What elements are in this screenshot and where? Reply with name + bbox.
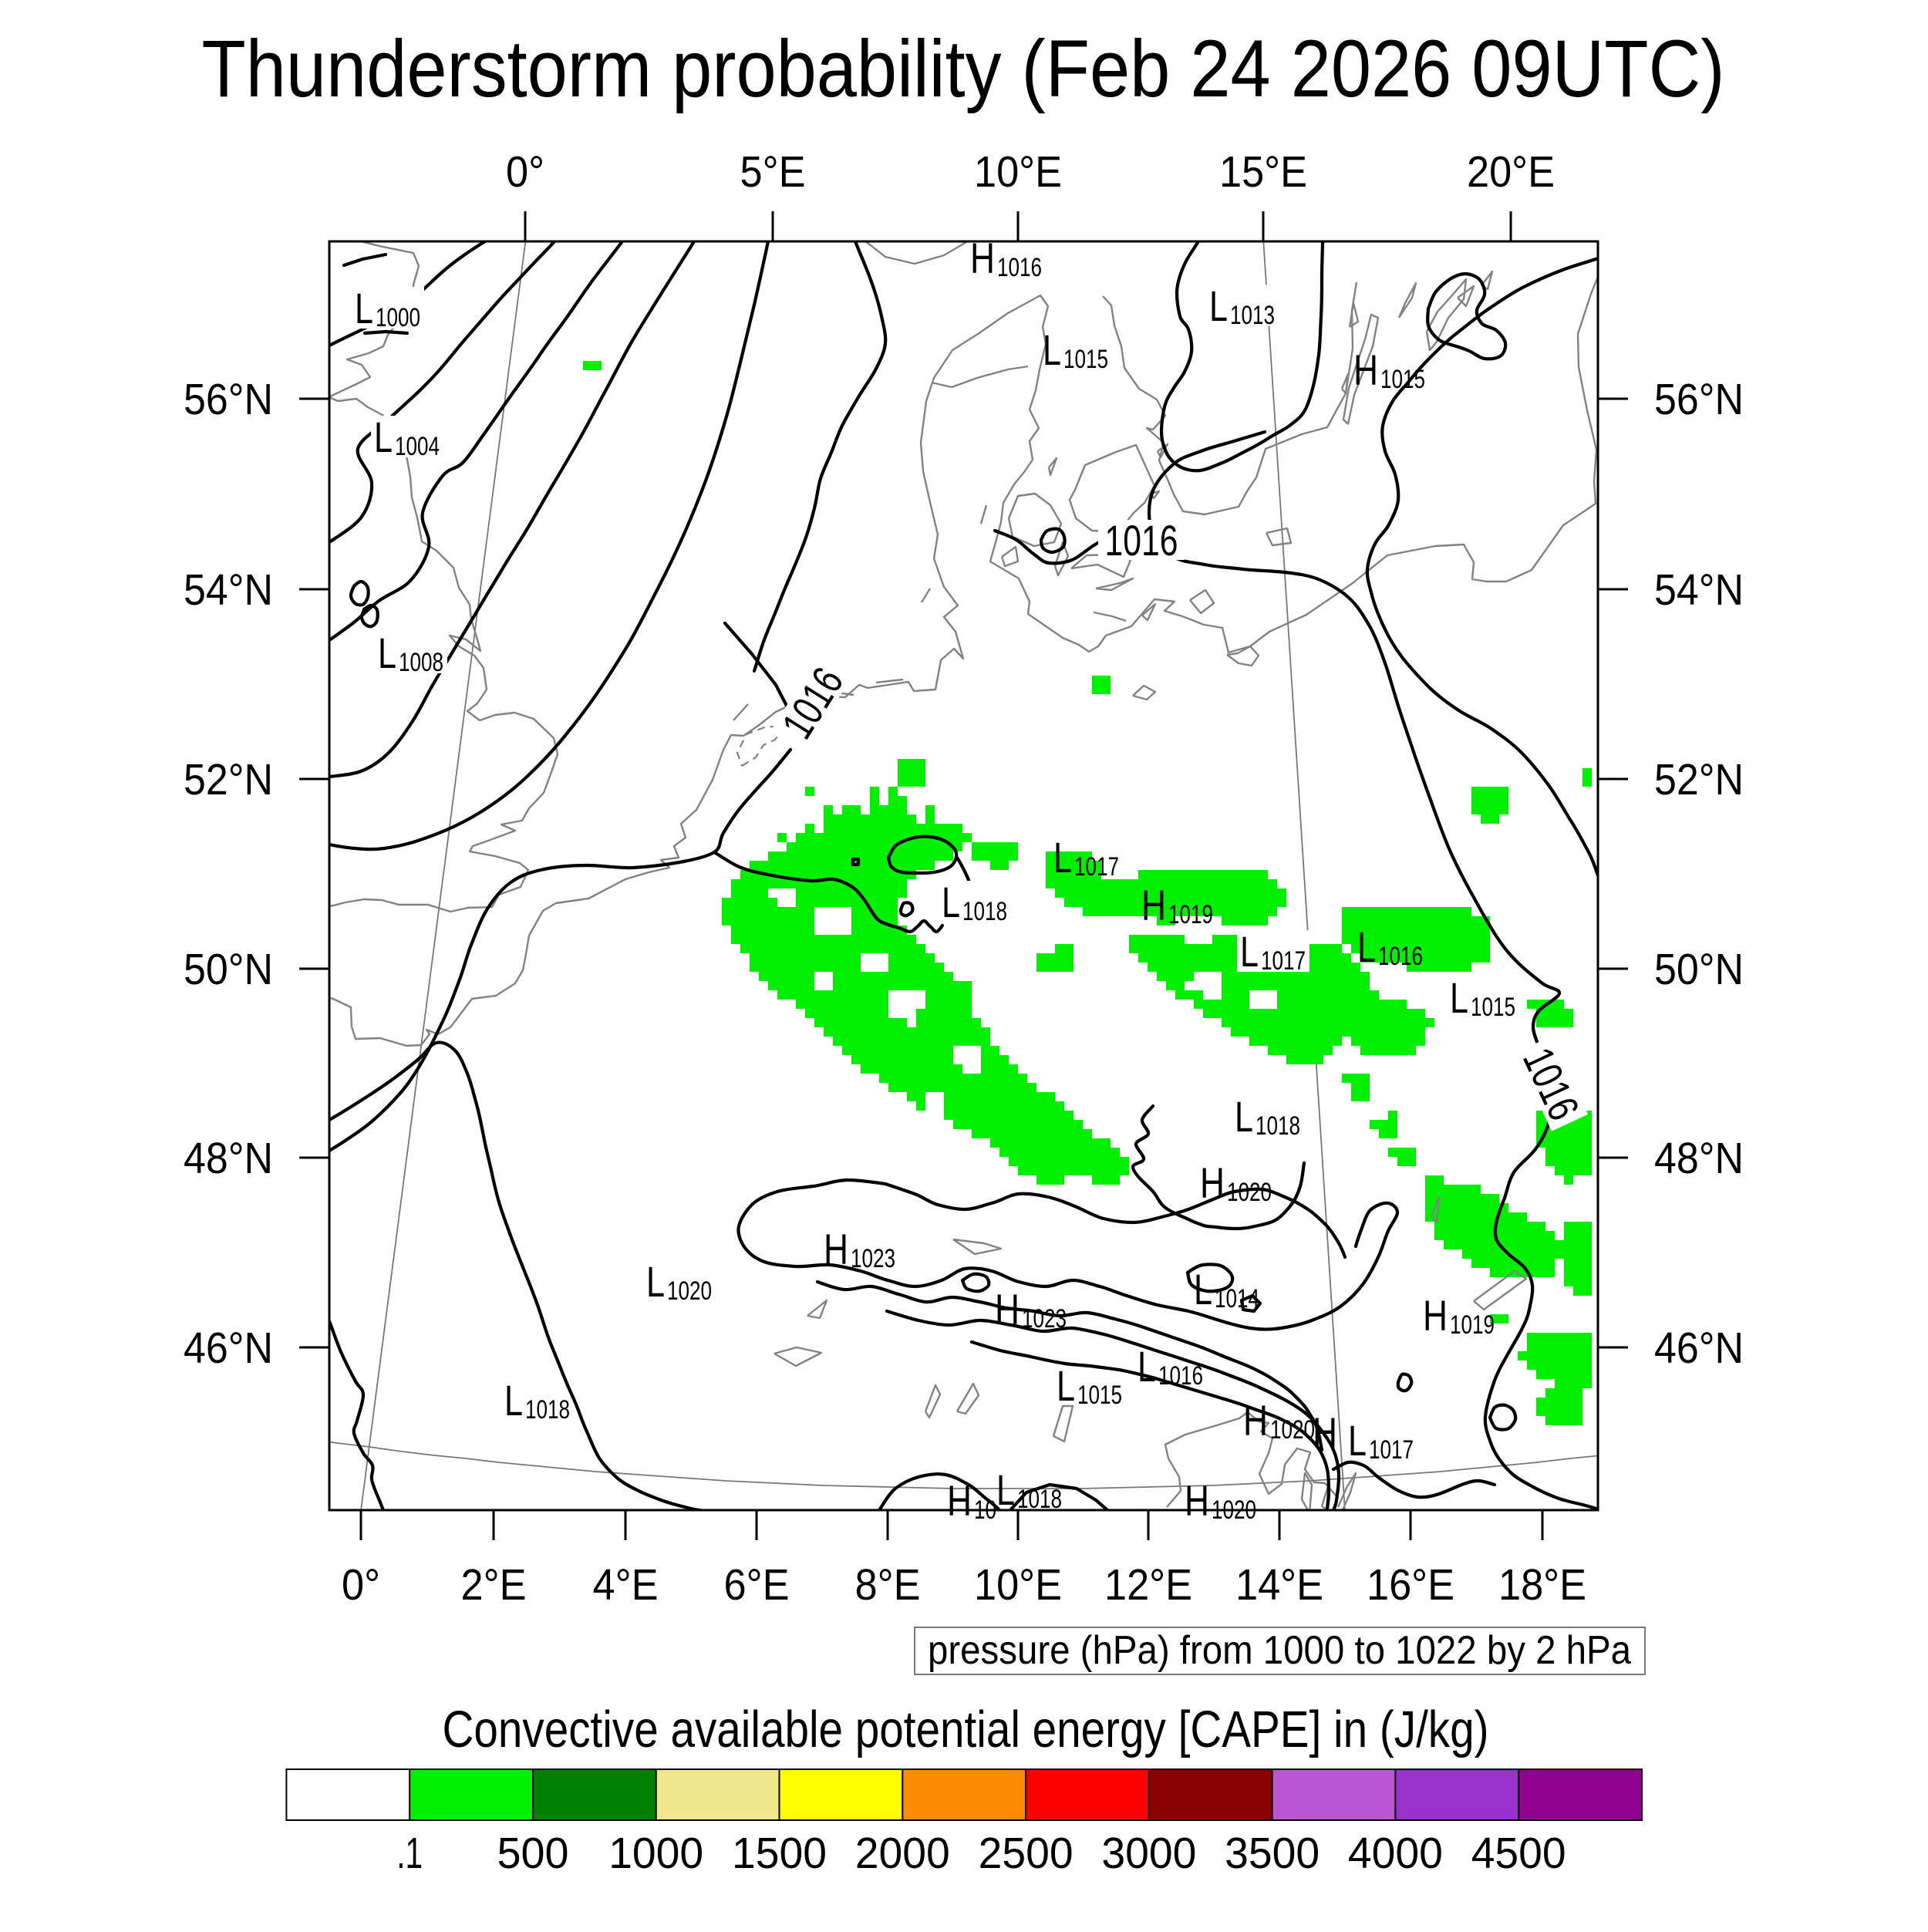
svg-text:1000: 1000 [608,1829,703,1878]
svg-text:1018: 1018 [962,897,1007,926]
svg-text:1017: 1017 [1369,1435,1414,1465]
svg-text:H: H [970,234,995,282]
svg-text:L: L [504,1376,523,1425]
svg-text:L: L [355,284,373,332]
svg-text:L: L [1450,973,1468,1022]
svg-text:H: H [1200,1158,1225,1207]
svg-text:500: 500 [497,1829,569,1878]
svg-text:46°N: 46°N [184,1323,273,1373]
svg-text:15°E: 15°E [1219,147,1307,197]
svg-text:52°N: 52°N [184,755,273,804]
svg-text:54°N: 54°N [1654,565,1744,615]
svg-text:10°E: 10°E [974,1560,1062,1610]
svg-text:10: 10 [974,1495,996,1525]
svg-text:1013: 1013 [1230,301,1275,330]
svg-text:1023: 1023 [851,1244,895,1273]
svg-text:Convective available potential: Convective available potential energy [C… [443,1701,1489,1758]
svg-text:1016: 1016 [1378,942,1423,971]
svg-text:4500: 4500 [1471,1829,1566,1878]
svg-text:H: H [1185,1476,1209,1525]
svg-text:12°E: 12°E [1104,1560,1192,1610]
svg-text:1018: 1018 [525,1395,570,1425]
svg-text:16°E: 16°E [1367,1560,1454,1610]
svg-text:50°N: 50°N [1654,945,1744,994]
svg-text:H: H [1423,1291,1448,1340]
svg-text:14°E: 14°E [1235,1560,1323,1610]
svg-text:2000: 2000 [855,1829,950,1878]
svg-text:48°N: 48°N [1654,1134,1744,1183]
svg-text:50°N: 50°N [184,945,273,994]
svg-text:L: L [1053,833,1072,882]
svg-text:1019: 1019 [1450,1310,1495,1340]
svg-text:0°: 0° [342,1560,380,1610]
svg-text:20°E: 20°E [1467,147,1555,197]
svg-text:1018: 1018 [1256,1111,1300,1141]
svg-text:L: L [1240,927,1259,976]
svg-text:L: L [1057,1361,1075,1410]
svg-text:6°E: 6°E [724,1560,790,1610]
svg-text:1017: 1017 [1261,946,1306,976]
svg-text:1016: 1016 [1158,1361,1203,1391]
svg-text:1016: 1016 [997,253,1042,282]
svg-text:1015: 1015 [1077,1381,1122,1410]
svg-text:54°N: 54°N [184,565,273,615]
svg-text:2500: 2500 [979,1829,1074,1878]
svg-text:L: L [1043,325,1061,374]
svg-text:56°N: 56°N [184,375,273,424]
svg-text:L: L [1209,282,1228,330]
svg-text:L: L [1348,1416,1367,1465]
svg-text:1023: 1023 [1022,1304,1067,1334]
svg-text:10°E: 10°E [974,147,1062,197]
svg-text:H: H [947,1476,972,1525]
svg-text:H: H [1313,1408,1337,1457]
svg-text:1020: 1020 [1270,1415,1315,1445]
svg-text:8°E: 8°E [855,1560,921,1610]
svg-text:1018: 1018 [1017,1485,1062,1514]
svg-text:4000: 4000 [1348,1829,1443,1878]
svg-text:1500: 1500 [732,1829,827,1878]
svg-text:1000: 1000 [376,303,420,332]
svg-text:L: L [374,413,393,461]
svg-text:1019: 1019 [1168,900,1213,929]
svg-text:1014: 1014 [1215,1284,1259,1313]
svg-text:1016: 1016 [1105,516,1178,565]
svg-text:1020: 1020 [667,1276,712,1306]
svg-text:L: L [1235,1092,1253,1141]
svg-text:18°E: 18°E [1498,1560,1586,1610]
svg-text:1015: 1015 [1471,993,1515,1022]
svg-text:L: L [1138,1342,1156,1391]
svg-text:4°E: 4°E [593,1560,659,1610]
svg-text:52°N: 52°N [1654,755,1744,804]
svg-text:48°N: 48°N [184,1134,273,1183]
svg-text:2°E: 2°E [461,1560,527,1610]
svg-text:L: L [378,629,396,677]
svg-text:3500: 3500 [1225,1829,1320,1878]
svg-text:L: L [646,1257,665,1306]
svg-text:1020: 1020 [1227,1178,1272,1207]
svg-text:56°N: 56°N [1654,375,1744,424]
svg-text:H: H [1353,346,1378,394]
svg-text:5°E: 5°E [740,147,806,197]
svg-text:.1: .1 [396,1829,423,1878]
svg-text:H: H [1141,881,1166,929]
svg-text:H: H [1243,1396,1268,1445]
svg-text:H: H [995,1285,1020,1334]
svg-text:L: L [996,1465,1015,1514]
svg-text:Thunderstorm probability (Feb: Thunderstorm probability (Feb 24 2026 09… [202,24,1725,114]
svg-text:pressure (hPa) from 1000 to 10: pressure (hPa) from 1000 to 1022 by 2 hP… [928,1628,1631,1673]
svg-text:1008: 1008 [399,648,443,677]
svg-text:1020: 1020 [1212,1495,1256,1525]
svg-text:3000: 3000 [1101,1829,1196,1878]
svg-text:L: L [1194,1265,1212,1313]
svg-text:L: L [1357,922,1376,971]
svg-text:1004: 1004 [395,432,440,461]
svg-text:H: H [824,1225,848,1273]
svg-text:46°N: 46°N [1654,1323,1744,1373]
svg-text:1015: 1015 [1380,365,1425,394]
svg-text:1017: 1017 [1074,852,1119,882]
svg-text:1015: 1015 [1063,345,1108,374]
svg-text:L: L [942,878,960,926]
svg-text:0°: 0° [506,147,544,197]
